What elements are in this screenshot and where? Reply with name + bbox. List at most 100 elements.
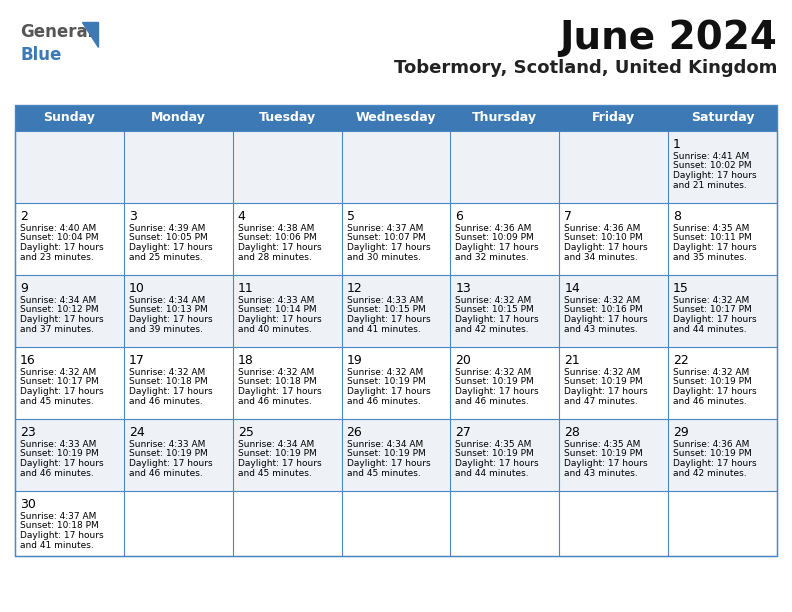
Text: and 25 minutes.: and 25 minutes.: [129, 253, 203, 261]
Text: and 21 minutes.: and 21 minutes.: [673, 181, 747, 190]
Text: Sunrise: 4:32 AM: Sunrise: 4:32 AM: [673, 368, 749, 377]
Text: and 42 minutes.: and 42 minutes.: [673, 469, 747, 477]
Text: Sunday: Sunday: [44, 111, 95, 124]
Text: 25: 25: [238, 426, 253, 439]
Bar: [15, 491, 124, 556]
Text: and 30 minutes.: and 30 minutes.: [347, 253, 421, 261]
Text: Daylight: 17 hours: Daylight: 17 hours: [455, 459, 539, 468]
Text: Daylight: 17 hours: Daylight: 17 hours: [673, 315, 757, 324]
Text: Daylight: 17 hours: Daylight: 17 hours: [673, 387, 757, 396]
Text: Sunrise: 4:32 AM: Sunrise: 4:32 AM: [129, 368, 205, 377]
Text: Daylight: 17 hours: Daylight: 17 hours: [564, 387, 648, 396]
Text: Sunset: 10:18 PM: Sunset: 10:18 PM: [20, 521, 99, 531]
Text: Daylight: 17 hours: Daylight: 17 hours: [673, 171, 757, 180]
Text: and 44 minutes.: and 44 minutes.: [673, 324, 747, 334]
Text: 27: 27: [455, 426, 471, 439]
Text: Sunset: 10:19 PM: Sunset: 10:19 PM: [347, 378, 425, 387]
Text: Daylight: 17 hours: Daylight: 17 hours: [129, 315, 212, 324]
Text: 18: 18: [238, 354, 253, 367]
Text: Daylight: 17 hours: Daylight: 17 hours: [129, 243, 212, 252]
Text: Sunrise: 4:35 AM: Sunrise: 4:35 AM: [455, 440, 531, 449]
Bar: [15, 203, 124, 275]
Text: Sunset: 10:15 PM: Sunset: 10:15 PM: [455, 305, 534, 315]
Bar: [451, 203, 559, 275]
Text: 2: 2: [20, 210, 28, 223]
Text: Sunset: 10:19 PM: Sunset: 10:19 PM: [455, 378, 534, 387]
Text: Saturday: Saturday: [691, 111, 754, 124]
Text: and 23 minutes.: and 23 minutes.: [20, 253, 93, 261]
Text: and 45 minutes.: and 45 minutes.: [347, 469, 421, 477]
Text: 26: 26: [347, 426, 362, 439]
Text: Sunrise: 4:40 AM: Sunrise: 4:40 AM: [20, 224, 97, 233]
Text: 30: 30: [20, 498, 36, 511]
Text: Sunrise: 4:32 AM: Sunrise: 4:32 AM: [564, 368, 641, 377]
Text: Sunset: 10:15 PM: Sunset: 10:15 PM: [347, 305, 425, 315]
Text: Daylight: 17 hours: Daylight: 17 hours: [129, 459, 212, 468]
Text: Sunset: 10:19 PM: Sunset: 10:19 PM: [564, 378, 643, 387]
Text: Sunset: 10:19 PM: Sunset: 10:19 PM: [20, 449, 99, 458]
Text: 3: 3: [129, 210, 137, 223]
Text: Sunrise: 4:36 AM: Sunrise: 4:36 AM: [673, 440, 749, 449]
Bar: [668, 347, 777, 419]
Text: Sunrise: 4:32 AM: Sunrise: 4:32 AM: [564, 296, 641, 305]
Bar: [233, 203, 341, 275]
Text: Sunset: 10:19 PM: Sunset: 10:19 PM: [129, 449, 208, 458]
Text: Sunrise: 4:39 AM: Sunrise: 4:39 AM: [129, 224, 205, 233]
Text: 6: 6: [455, 210, 463, 223]
Bar: [559, 419, 668, 491]
Text: Sunrise: 4:32 AM: Sunrise: 4:32 AM: [238, 368, 314, 377]
Text: Sunset: 10:13 PM: Sunset: 10:13 PM: [129, 305, 208, 315]
Text: June 2024: June 2024: [559, 19, 777, 57]
Text: Sunset: 10:19 PM: Sunset: 10:19 PM: [347, 449, 425, 458]
Text: Sunset: 10:19 PM: Sunset: 10:19 PM: [673, 449, 752, 458]
Bar: [233, 131, 341, 203]
Text: Sunrise: 4:36 AM: Sunrise: 4:36 AM: [455, 224, 531, 233]
Text: Blue: Blue: [20, 46, 61, 64]
Text: and 46 minutes.: and 46 minutes.: [673, 397, 747, 406]
Bar: [451, 419, 559, 491]
Text: and 43 minutes.: and 43 minutes.: [564, 324, 638, 334]
Text: Sunrise: 4:32 AM: Sunrise: 4:32 AM: [455, 368, 531, 377]
Text: Sunset: 10:16 PM: Sunset: 10:16 PM: [564, 305, 643, 315]
Text: Sunset: 10:17 PM: Sunset: 10:17 PM: [673, 305, 752, 315]
Text: Monday: Monday: [150, 111, 206, 124]
Text: and 35 minutes.: and 35 minutes.: [673, 253, 747, 261]
Text: Sunrise: 4:33 AM: Sunrise: 4:33 AM: [129, 440, 205, 449]
Text: Sunset: 10:07 PM: Sunset: 10:07 PM: [347, 234, 425, 242]
Text: and 40 minutes.: and 40 minutes.: [238, 324, 311, 334]
Text: Sunset: 10:02 PM: Sunset: 10:02 PM: [673, 162, 752, 171]
Text: Sunset: 10:12 PM: Sunset: 10:12 PM: [20, 305, 99, 315]
Text: Daylight: 17 hours: Daylight: 17 hours: [20, 315, 104, 324]
Text: Daylight: 17 hours: Daylight: 17 hours: [347, 387, 430, 396]
Text: and 45 minutes.: and 45 minutes.: [20, 397, 93, 406]
Bar: [668, 203, 777, 275]
Text: and 37 minutes.: and 37 minutes.: [20, 324, 94, 334]
Text: Daylight: 17 hours: Daylight: 17 hours: [455, 243, 539, 252]
Text: Sunrise: 4:32 AM: Sunrise: 4:32 AM: [673, 296, 749, 305]
Text: and 46 minutes.: and 46 minutes.: [455, 397, 529, 406]
Text: 20: 20: [455, 354, 471, 367]
Text: Sunrise: 4:33 AM: Sunrise: 4:33 AM: [347, 296, 423, 305]
Text: Daylight: 17 hours: Daylight: 17 hours: [455, 315, 539, 324]
Text: and 43 minutes.: and 43 minutes.: [564, 469, 638, 477]
Text: Sunrise: 4:36 AM: Sunrise: 4:36 AM: [564, 224, 641, 233]
Text: Daylight: 17 hours: Daylight: 17 hours: [564, 243, 648, 252]
Text: 12: 12: [347, 282, 362, 295]
Text: Sunset: 10:10 PM: Sunset: 10:10 PM: [564, 234, 643, 242]
Text: Sunset: 10:11 PM: Sunset: 10:11 PM: [673, 234, 752, 242]
Bar: [559, 131, 668, 203]
Text: Daylight: 17 hours: Daylight: 17 hours: [347, 243, 430, 252]
Text: Sunrise: 4:38 AM: Sunrise: 4:38 AM: [238, 224, 314, 233]
Bar: [451, 491, 559, 556]
Text: Tuesday: Tuesday: [258, 111, 316, 124]
Text: Sunrise: 4:33 AM: Sunrise: 4:33 AM: [238, 296, 314, 305]
Text: 8: 8: [673, 210, 681, 223]
Text: Daylight: 17 hours: Daylight: 17 hours: [20, 459, 104, 468]
Text: 29: 29: [673, 426, 689, 439]
Text: 24: 24: [129, 426, 145, 439]
Text: Sunset: 10:05 PM: Sunset: 10:05 PM: [129, 234, 208, 242]
Text: Daylight: 17 hours: Daylight: 17 hours: [20, 243, 104, 252]
Bar: [559, 275, 668, 347]
Bar: [15, 275, 124, 347]
Text: and 45 minutes.: and 45 minutes.: [238, 469, 311, 477]
